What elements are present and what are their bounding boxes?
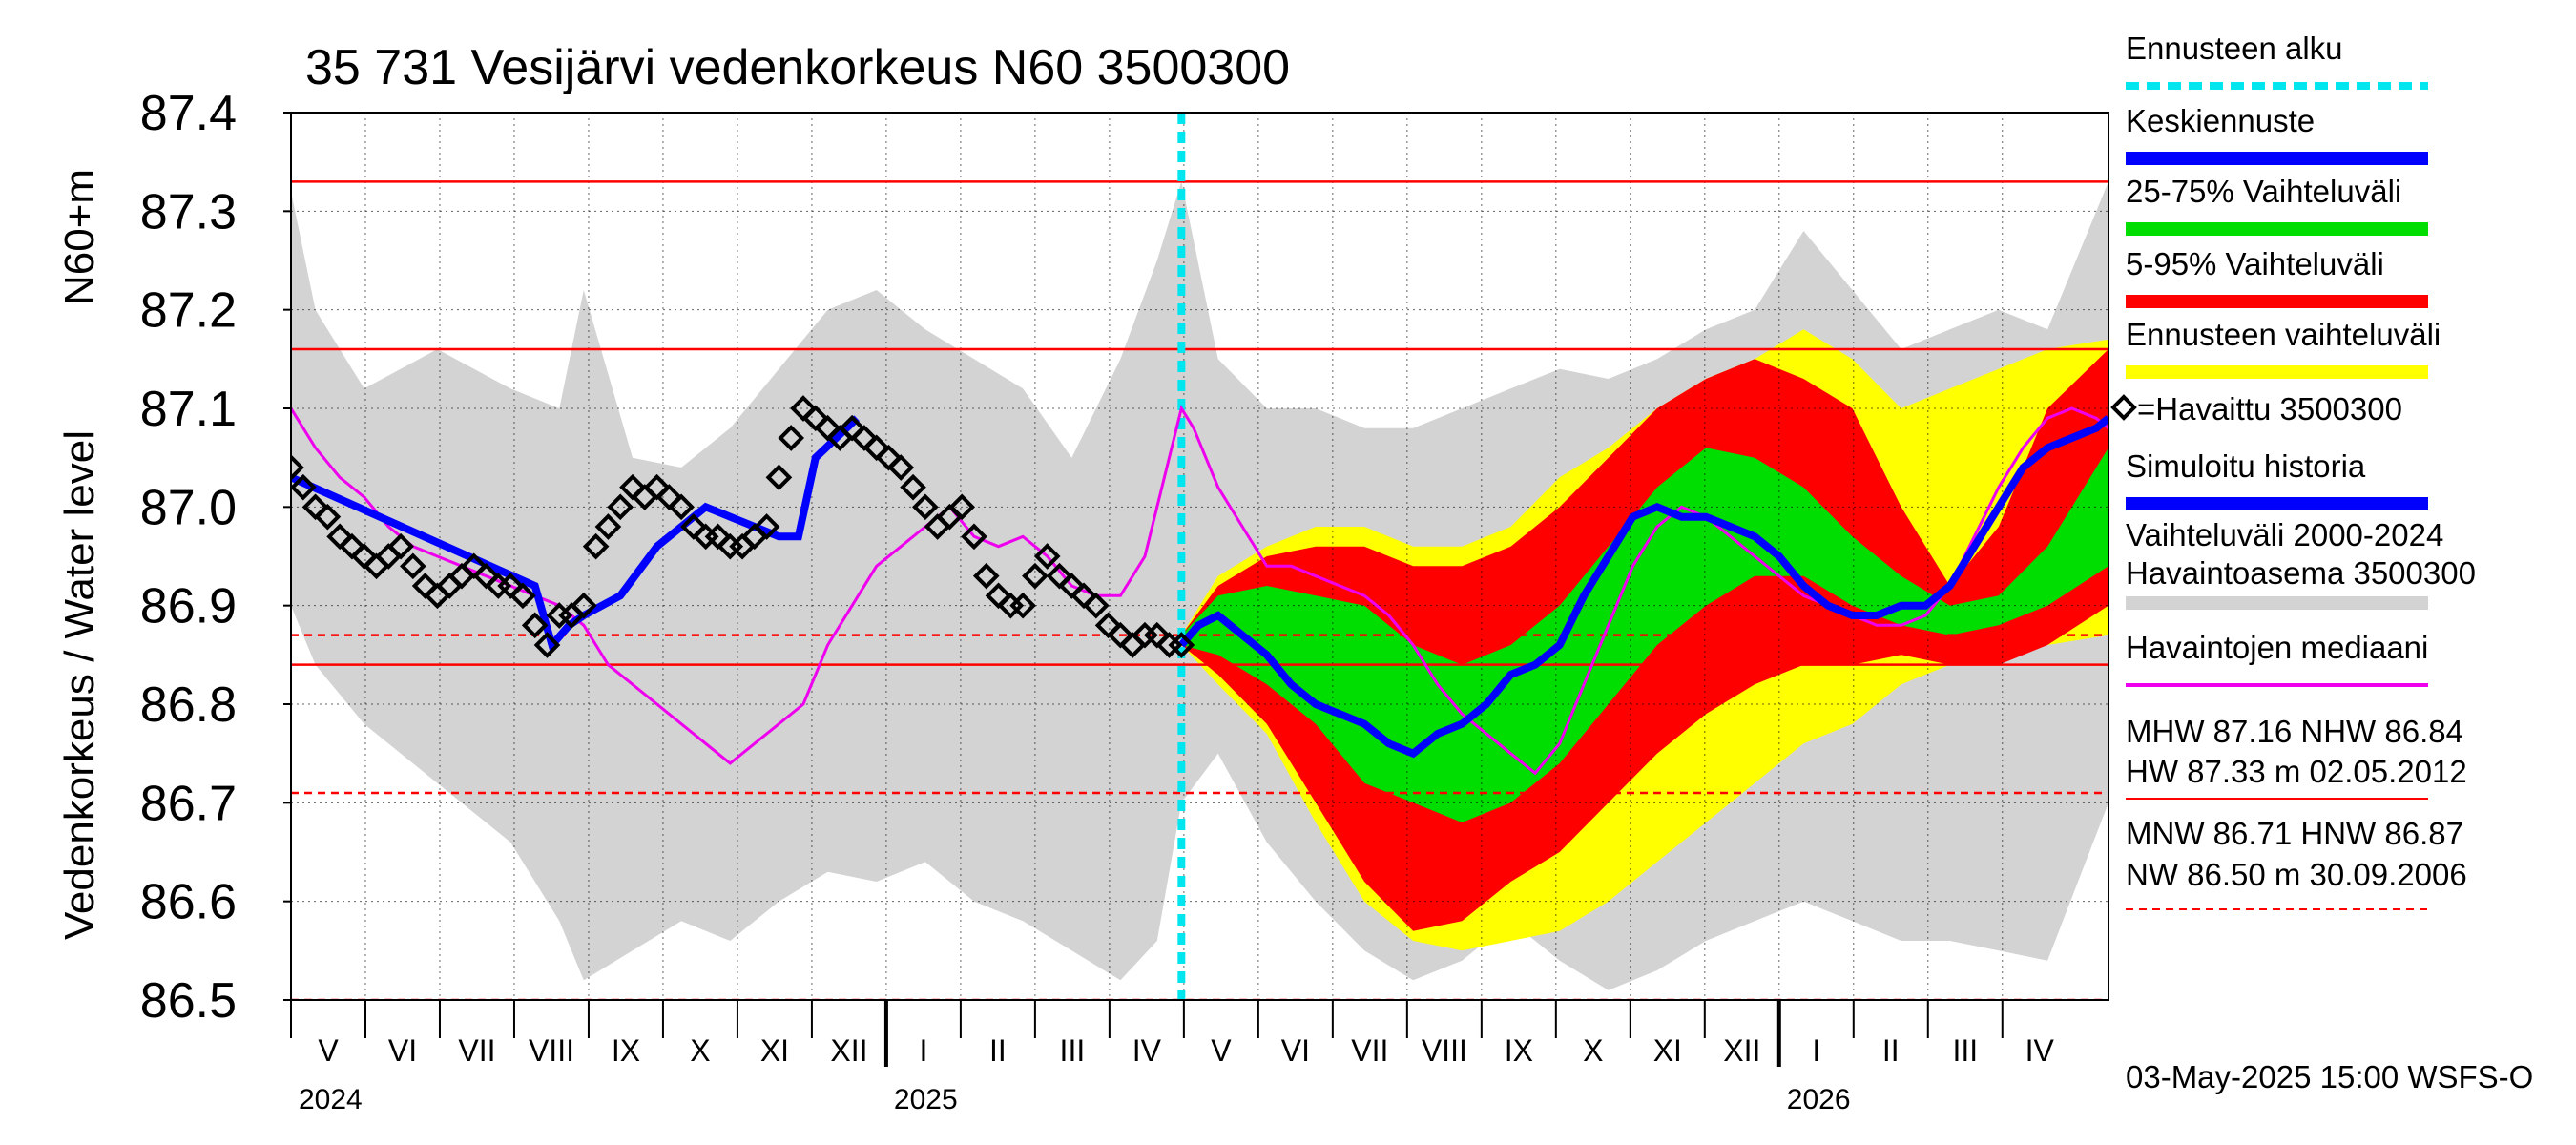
y-tick-label: 86.9 bbox=[140, 579, 237, 635]
observed-point bbox=[753, 513, 780, 540]
median-line bbox=[291, 405, 2109, 776]
observed-point bbox=[400, 552, 426, 580]
observed-point bbox=[533, 632, 561, 658]
y-axis-ticks: 87.4 87.3 87.2 87.1 87.0 86.9 86.8 86.7 86.6 86.5 bbox=[140, 86, 291, 1029]
observed-point bbox=[521, 612, 549, 639]
legend-label: Keskiennuste bbox=[2126, 103, 2315, 138]
year-label: 2025 bbox=[894, 1084, 958, 1115]
observed-point bbox=[314, 503, 342, 531]
observed-point bbox=[1083, 592, 1110, 619]
month-label: IX bbox=[612, 1033, 640, 1068]
observed-point bbox=[1009, 592, 1036, 619]
month-label: XI bbox=[1653, 1033, 1682, 1068]
legend-observed-marker bbox=[2110, 394, 2137, 421]
stats-line-2: HW 87.33 m 02.05.2012 bbox=[2126, 754, 2467, 789]
month-label: VI bbox=[1281, 1033, 1310, 1068]
month-label: X bbox=[690, 1033, 710, 1068]
observed-point bbox=[571, 592, 597, 619]
footer-timestamp: 03-May-2025 15:00 WSFS-O bbox=[2126, 1059, 2533, 1094]
month-label: II bbox=[1882, 1033, 1900, 1068]
observed-point bbox=[1033, 543, 1061, 570]
legend-label: Ennusteen alku bbox=[2126, 31, 2343, 66]
observed-point bbox=[668, 493, 695, 521]
legend-label: Vaihteluväli 2000-2024 bbox=[2126, 517, 2443, 552]
observed-point bbox=[291, 454, 304, 481]
observed-point bbox=[948, 493, 976, 521]
month-label: IX bbox=[1505, 1033, 1533, 1068]
observed-point bbox=[594, 513, 622, 540]
observed-point bbox=[509, 582, 536, 610]
observed-point bbox=[607, 493, 634, 521]
month-label: VI bbox=[388, 1033, 417, 1068]
year-label: 2026 bbox=[1787, 1084, 1851, 1115]
month-label: I bbox=[919, 1033, 927, 1068]
y-tick-label: 87.3 bbox=[140, 184, 237, 239]
plot-frame bbox=[290, 112, 2109, 1001]
month-label: V bbox=[318, 1033, 339, 1068]
stats-line-3: MNW 86.71 HNW 86.87 bbox=[2126, 816, 2463, 851]
x-axis-years: 2024 2025 2026 bbox=[299, 1084, 1851, 1115]
legend-label: Simuloitu historia bbox=[2126, 448, 2366, 484]
stats-block: MHW 87.16 NHW 86.84 HW 87.33 m 02.05.201… bbox=[2126, 714, 2467, 910]
observed-point bbox=[291, 473, 317, 501]
month-label: XI bbox=[760, 1033, 789, 1068]
observed-point bbox=[778, 425, 805, 451]
observed-point bbox=[582, 532, 610, 560]
x-axis-months: V VI VII VIII IX X XI XII I II III IV V VI VII VIII IX X X… bbox=[290, 1000, 2055, 1068]
month-label: XII bbox=[830, 1033, 867, 1068]
stats-line-1: MHW 87.16 NHW 86.84 bbox=[2126, 714, 2463, 749]
month-label: VII bbox=[458, 1033, 495, 1068]
month-label: V bbox=[1211, 1033, 1232, 1068]
observed-point bbox=[972, 562, 1000, 590]
y-axis-unit-label: N60+m bbox=[56, 169, 103, 305]
month-label: II bbox=[989, 1033, 1007, 1068]
month-label: XII bbox=[1723, 1033, 1760, 1068]
reference-lines-layer bbox=[291, 113, 2109, 1000]
month-label: III bbox=[1952, 1033, 1978, 1068]
observed-point bbox=[900, 473, 926, 501]
y-tick-label: 86.6 bbox=[140, 875, 237, 930]
y-tick-label: 87.4 bbox=[140, 86, 237, 141]
y-tick-label: 86.5 bbox=[140, 973, 237, 1029]
chart-title: 35 731 Vesijärvi vedenkorkeus N60 350030… bbox=[305, 40, 1290, 95]
legend-label: Havaintoasema 3500300 bbox=[2126, 555, 2476, 591]
month-label: VII bbox=[1351, 1033, 1388, 1068]
legend-label: 25-75% Vaihteluväli bbox=[2126, 174, 2401, 209]
y-axis-label: Vedenkorkeus / Water level bbox=[56, 430, 103, 940]
y-tick-label: 87.0 bbox=[140, 480, 237, 535]
legend-label: Ennusteen vaihteluväli bbox=[2126, 317, 2441, 352]
month-label: VIII bbox=[529, 1033, 574, 1068]
observed-point bbox=[765, 464, 793, 491]
year-label: 2024 bbox=[299, 1084, 363, 1115]
mean-forecast-line bbox=[1178, 415, 2109, 759]
observed-point bbox=[961, 523, 987, 551]
month-label: X bbox=[1583, 1033, 1603, 1068]
month-label: III bbox=[1060, 1033, 1086, 1068]
y-tick-label: 86.8 bbox=[140, 677, 237, 733]
legend-label: Havaintojen mediaani bbox=[2126, 630, 2428, 665]
month-label: VIII bbox=[1422, 1033, 1467, 1068]
y-tick-label: 86.7 bbox=[140, 776, 237, 831]
legend-label: =Havaittu 3500300 bbox=[2137, 391, 2402, 427]
legend: Ennusteen alku Keskiennuste 25-75% Vaihtel… bbox=[2110, 31, 2476, 687]
month-label: IV bbox=[1132, 1033, 1162, 1068]
y-tick-label: 87.2 bbox=[140, 283, 237, 339]
legend-label: 5-95% Vaihteluväli bbox=[2126, 246, 2384, 281]
month-label: IV bbox=[2025, 1033, 2055, 1068]
stats-line-4: NW 86.50 m 30.09.2006 bbox=[2126, 857, 2467, 892]
y-tick-label: 87.1 bbox=[140, 382, 237, 437]
observed-point bbox=[387, 532, 414, 560]
grid-layer bbox=[291, 112, 2109, 1001]
observed-layer bbox=[291, 395, 1195, 658]
month-label: I bbox=[1812, 1033, 1820, 1068]
observed-point bbox=[1168, 632, 1195, 658]
observed-point bbox=[887, 454, 915, 481]
observed-point bbox=[1022, 562, 1049, 590]
observed-point bbox=[912, 493, 939, 521]
